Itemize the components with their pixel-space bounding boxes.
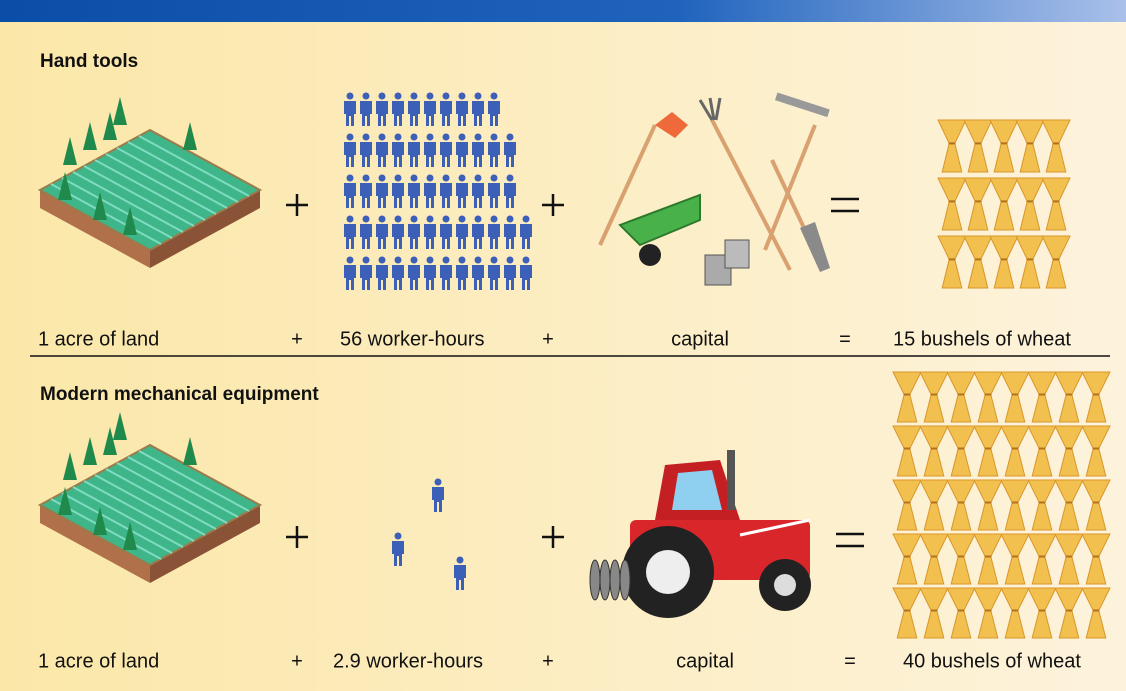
worker-head: [475, 216, 482, 223]
worker-head: [411, 257, 418, 264]
worker-head: [475, 134, 482, 141]
worker-head: [523, 216, 530, 223]
section-title: Hand tools: [40, 51, 138, 72]
worker-head: [379, 257, 386, 264]
worker-head: [475, 93, 482, 100]
worker-head: [379, 175, 386, 182]
worker-head: [491, 175, 498, 182]
worker-head: [427, 93, 434, 100]
worker-head: [491, 134, 498, 141]
worker-head: [457, 557, 464, 564]
worker-head: [411, 134, 418, 141]
worker-head: [507, 134, 514, 141]
worker-head: [491, 257, 498, 264]
worker-head: [363, 93, 370, 100]
worker-head: [459, 257, 466, 264]
hub: [646, 550, 690, 594]
worker-head: [379, 216, 386, 223]
worker-head: [443, 216, 450, 223]
worker-head: [491, 216, 498, 223]
worker-head: [363, 216, 370, 223]
worker-head: [379, 93, 386, 100]
worker-head: [395, 134, 402, 141]
operator: =: [839, 328, 851, 350]
worker-head: [459, 93, 466, 100]
label: 2.9 worker-hours: [333, 650, 483, 672]
page: Hand tools 1 acre of land + 56 worker-ho…: [0, 0, 1126, 691]
label: 1 acre of land: [38, 650, 159, 672]
worker-head: [411, 93, 418, 100]
worker-head: [347, 175, 354, 182]
label: 40 bushels of wheat: [903, 650, 1081, 672]
worker-head: [427, 216, 434, 223]
worker-head: [443, 134, 450, 141]
infographic: Hand tools 1 acre of land + 56 worker-ho…: [0, 0, 1126, 691]
worker-head: [395, 257, 402, 264]
worker-head: [459, 216, 466, 223]
worker-head: [395, 216, 402, 223]
label: capital: [676, 650, 734, 672]
worker-head: [459, 134, 466, 141]
bucket: [725, 240, 749, 268]
worker-head: [491, 93, 498, 100]
label: 15 bushels of wheat: [893, 328, 1071, 350]
worker-head: [459, 175, 466, 182]
hub: [774, 574, 796, 596]
worker-head: [443, 175, 450, 182]
operator: +: [542, 328, 554, 350]
worker-head: [411, 216, 418, 223]
exhaust: [727, 450, 735, 510]
worker-head: [395, 533, 402, 540]
disc: [620, 560, 630, 600]
worker-head: [395, 93, 402, 100]
label: 1 acre of land: [38, 328, 159, 350]
worker-head: [347, 134, 354, 141]
worker-head: [395, 175, 402, 182]
worker-head: [435, 479, 442, 486]
worker-head: [507, 216, 514, 223]
worker-head: [347, 216, 354, 223]
operator: +: [291, 650, 303, 672]
worker-head: [475, 257, 482, 264]
worker-head: [475, 175, 482, 182]
operator: +: [291, 328, 303, 350]
worker-head: [427, 175, 434, 182]
worker-head: [443, 93, 450, 100]
worker-head: [363, 257, 370, 264]
worker-head: [427, 257, 434, 264]
operator: =: [844, 650, 856, 672]
banner: [0, 0, 1126, 22]
operator: +: [542, 650, 554, 672]
worker-head: [411, 175, 418, 182]
worker-head: [379, 134, 386, 141]
worker-head: [427, 134, 434, 141]
worker-head: [347, 93, 354, 100]
disc: [610, 560, 620, 600]
label: capital: [671, 328, 729, 350]
disc: [600, 560, 610, 600]
worker-head: [363, 175, 370, 182]
section-title: Modern mechanical equipment: [40, 384, 319, 405]
wheel: [639, 244, 661, 266]
worker-head: [347, 257, 354, 264]
worker-head: [523, 257, 530, 264]
worker-head: [507, 175, 514, 182]
label: 56 worker-hours: [340, 328, 485, 350]
worker-head: [507, 257, 514, 264]
worker-head: [363, 134, 370, 141]
disc: [590, 560, 600, 600]
worker-head: [443, 257, 450, 264]
